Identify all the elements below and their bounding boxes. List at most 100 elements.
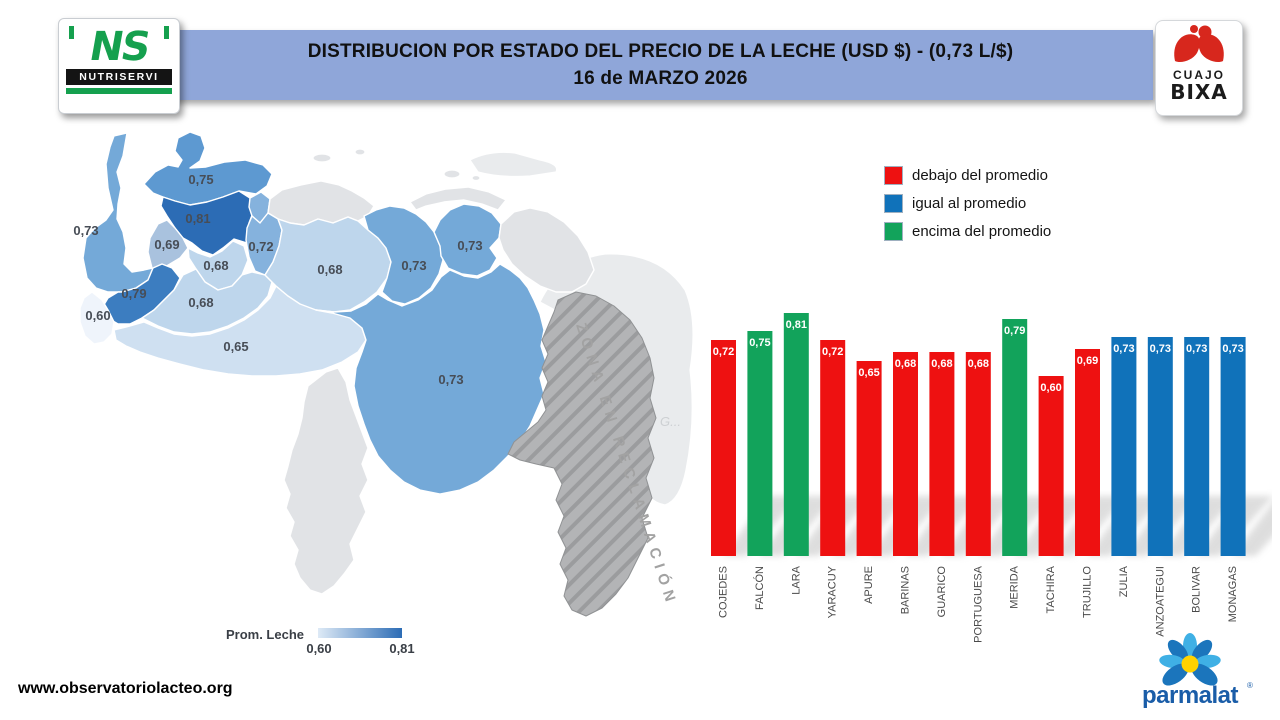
- gradient-legend-title: Prom. Leche: [226, 627, 304, 642]
- cuajo-bixa-icon: [1174, 25, 1224, 63]
- nutriservi-accent-right: [164, 26, 169, 39]
- state-sucre-nodata: [409, 186, 507, 211]
- bar-category-label: BOLIVAR: [1191, 566, 1203, 613]
- bar-value-label: 0,65: [858, 367, 879, 379]
- map-label-merida: 0,79: [121, 286, 146, 301]
- map-label-zulia: 0,73: [73, 223, 98, 238]
- bar-value-label: 0,73: [1186, 343, 1207, 355]
- bar-falcón: [747, 331, 773, 556]
- bar-category-label: ANZOATEGUI: [1154, 566, 1166, 637]
- legend-label-above: encima del promedio: [912, 223, 1052, 240]
- bar-category-label: GUARICO: [936, 566, 948, 618]
- map-label-monagas: 0,73: [457, 238, 482, 253]
- zona-en-reclamacion: [507, 291, 657, 617]
- legend-item-above: encima del promedio: [884, 222, 1051, 241]
- map-label-anzoategui: 0,73: [401, 258, 426, 273]
- legend-swatch-green: [884, 222, 903, 241]
- nutriservi-name: NUTRISERVI: [66, 69, 172, 85]
- state-merida: [101, 263, 181, 325]
- header-banner: DISTRIBUCION POR ESTADO DEL PRECIO DE LA…: [168, 30, 1153, 100]
- bar-value-label: 0,72: [713, 346, 734, 358]
- bar-value-label: 0,73: [1113, 343, 1134, 355]
- nutriservi-logo: NS NUTRISERVI: [58, 18, 180, 114]
- bars: 0,72 COJEDES 0,75 FALCÓN 0,81 LARA 0,72 YARACUY…: [711, 313, 1246, 643]
- state-bolivar: [315, 263, 547, 495]
- bar-category-label: COJEDES: [718, 566, 730, 618]
- guyana-partial-label: G...: [660, 414, 681, 429]
- nutriservi-accent-left: [69, 26, 74, 39]
- bar-monagas: [1220, 337, 1246, 556]
- footer-url[interactable]: www.observatoriolacteo.org: [18, 680, 233, 697]
- map-label-barinas: 0,68: [188, 295, 213, 310]
- map-label-cojedes: 0,72: [248, 239, 273, 254]
- map-label-falcon: 0,75: [188, 172, 213, 187]
- nutriservi-monogram: NS: [85, 24, 153, 70]
- venezuela-map: ZONA EN RECLAMACIÓN G... 0,73 0,75 0,81 0,6…: [20, 120, 700, 660]
- bar-value-label: 0,73: [1150, 343, 1171, 355]
- flower-petal: [1191, 639, 1213, 662]
- legend-swatch-red: [884, 166, 903, 185]
- map-label-portuguesa: 0,68: [203, 258, 228, 273]
- bar-value-label: 0,68: [931, 358, 952, 370]
- bar-bolivar: [1184, 337, 1210, 556]
- flower-petal: [1191, 663, 1218, 686]
- map-label-apure: 0,65: [223, 339, 248, 354]
- bar-merida: [1002, 319, 1028, 556]
- cuajo-label: CUAJO: [1172, 68, 1225, 82]
- state-monagas: [433, 203, 502, 277]
- bar-chart: 0,72 COJEDES 0,75 FALCÓN 0,81 LARA 0,72 YARACUY…: [698, 300, 1280, 645]
- bar-category-label: TRUJILLO: [1082, 566, 1094, 618]
- bar-category-label: FALCÓN: [753, 566, 766, 610]
- bar-value-label: 0,75: [749, 337, 770, 349]
- parmalat-wordmark: parmalat: [1142, 682, 1239, 709]
- state-central-nodata: [267, 180, 375, 226]
- state-trujillo: [147, 219, 189, 271]
- bar-portuguesa: [965, 352, 991, 556]
- map-label-trujillo: 0,69: [154, 237, 179, 252]
- bar-value-label: 0,60: [1040, 382, 1061, 394]
- bar-value-label: 0,68: [895, 358, 916, 370]
- bar-category-label: APURE: [863, 566, 875, 604]
- bar-guarico: [929, 352, 955, 556]
- bar-category-label: MONAGAS: [1227, 566, 1239, 622]
- map-svg: ZONA EN RECLAMACIÓN G... 0,730,750,810,6…: [73, 131, 694, 656]
- state-delta-nodata: [498, 207, 595, 293]
- legend-label-equal: igual al promedio: [912, 195, 1027, 212]
- trinidad-shape: [469, 151, 558, 178]
- bar-value-label: 0,69: [1077, 355, 1098, 367]
- gradient-max-label: 0,81: [389, 641, 414, 656]
- page-title: DISTRIBUCION POR ESTADO DEL PRECIO DE LA…: [307, 40, 1014, 62]
- bar-anzoategui: [1147, 337, 1173, 556]
- legend-swatch-blue: [884, 194, 903, 213]
- bar-barinas: [893, 352, 918, 556]
- legend-item-equal: igual al promedio: [884, 194, 1051, 213]
- state-tachira: [79, 291, 115, 345]
- flower-petal: [1167, 639, 1189, 662]
- bar-value-label: 0,72: [822, 346, 843, 358]
- nutriservi-underline: [66, 88, 172, 94]
- gradient-bar: [318, 628, 402, 638]
- bar-category-label: YARACUY: [827, 565, 839, 618]
- chart-legend: debajo del promedio igual al promedio en…: [884, 166, 1051, 241]
- state-falcon: [143, 131, 273, 206]
- flower-petal: [1162, 663, 1189, 686]
- bar-apure: [856, 361, 882, 556]
- bar-category-label: PORTUGUESA: [972, 565, 984, 642]
- bar-tachira: [1038, 376, 1064, 556]
- bar-category-label: BARINAS: [900, 566, 912, 614]
- bixa-label: BIXA: [1170, 80, 1228, 104]
- bar-category-label: MERIDA: [1009, 565, 1021, 608]
- states-group: [79, 131, 657, 617]
- legend-item-below: debajo del promedio: [884, 166, 1051, 185]
- parmalat-logo: parmalat ®: [1118, 624, 1273, 716]
- bar-chart-svg: 0,72 COJEDES 0,75 FALCÓN 0,81 LARA 0,72 YARACUY…: [711, 313, 1280, 643]
- bar-value-label: 0,81: [786, 319, 807, 331]
- bar-cojedes: [711, 340, 736, 556]
- state-barinas: [141, 268, 273, 335]
- cuajo-bixa-logo: CUAJO BIXA: [1155, 20, 1243, 116]
- bar-lara: [783, 313, 809, 556]
- flower-center: [1181, 655, 1199, 673]
- bar-trujillo: [1075, 349, 1100, 556]
- bar-value-label: 0,79: [1004, 325, 1025, 337]
